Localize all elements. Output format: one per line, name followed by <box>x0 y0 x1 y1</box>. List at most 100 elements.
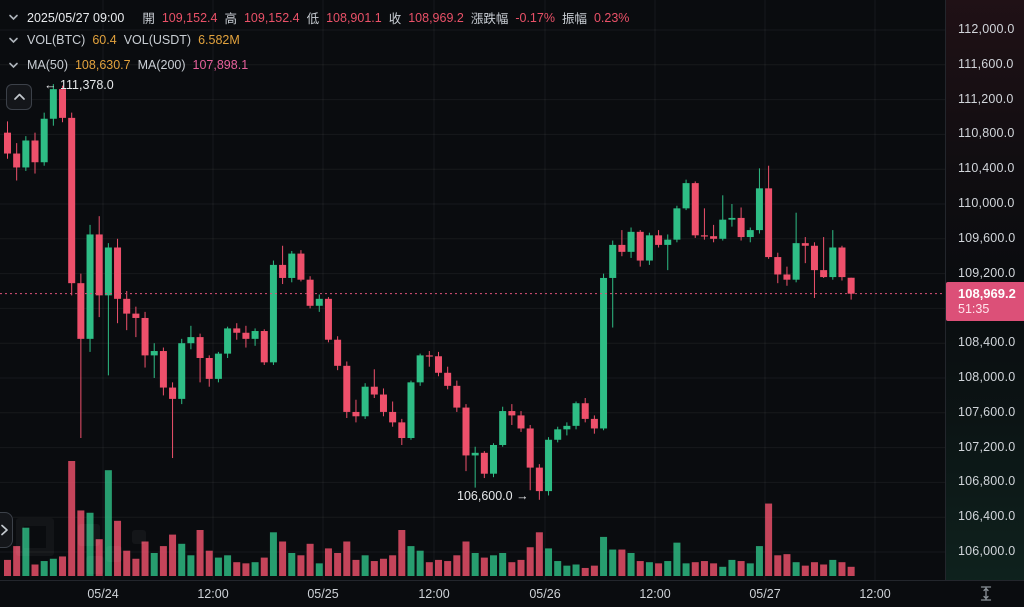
change-label: 漲跌幅 <box>470 12 509 26</box>
candle-body <box>242 332 250 339</box>
volume-bar <box>682 563 690 576</box>
volume-bar <box>242 563 250 576</box>
low-value: 108,901.1 <box>326 10 382 25</box>
price-scale-icon[interactable] <box>978 585 994 607</box>
volume-bar <box>352 559 360 576</box>
candle-body <box>581 403 589 419</box>
price-axis[interactable]: 112,000.0 111,600.0 111,200.0 110,800.0 110,… <box>945 0 1024 580</box>
chevron-down-icon[interactable] <box>8 61 19 70</box>
time-axis-label: 12:00 <box>197 587 229 601</box>
candle-body <box>49 89 57 119</box>
volume-bar <box>829 559 837 576</box>
candle-body <box>306 279 314 306</box>
candle-body <box>104 247 112 296</box>
volume-bar <box>288 553 296 576</box>
candle-body <box>829 247 837 278</box>
price-axis-label: 112,000.0 <box>958 22 1015 36</box>
time-axis-label: 05/25 <box>307 587 339 601</box>
price-axis-label: 108,000.0 <box>958 370 1016 384</box>
chevron-down-icon[interactable] <box>8 13 19 22</box>
candle-body <box>590 418 598 429</box>
price-axis-label: 110,800.0 <box>958 126 1015 141</box>
candle-body <box>471 452 479 456</box>
volume-bar <box>40 561 48 576</box>
volume-bar <box>746 563 754 576</box>
volume-bar <box>508 562 516 576</box>
candle-body <box>352 411 360 417</box>
volume-bar <box>847 566 855 576</box>
volume-bar <box>563 565 571 576</box>
volume-bar <box>86 512 94 576</box>
volume-bar <box>480 557 488 576</box>
volume-bar <box>444 561 452 576</box>
volume-bar <box>389 555 397 576</box>
volume-bar <box>737 561 745 576</box>
candle-body <box>379 394 387 412</box>
time-axis-label: 05/26 <box>529 587 561 601</box>
candle-body <box>233 328 241 333</box>
candle-body <box>728 217 736 220</box>
volume-bar <box>755 546 763 576</box>
volume-bar <box>554 561 562 576</box>
volume-bar <box>123 550 131 576</box>
candle-body <box>554 429 562 440</box>
volume-bar <box>297 555 305 576</box>
candle-body <box>563 425 571 430</box>
candle-body <box>526 428 534 468</box>
candle-body <box>655 235 663 245</box>
volume-bar <box>838 562 846 576</box>
candle-body <box>324 298 332 340</box>
volume-bar <box>810 562 818 576</box>
candle-body <box>95 234 103 296</box>
volume-bar <box>581 567 589 576</box>
open-value: 109,152.4 <box>161 10 218 25</box>
volume-bar <box>49 558 57 576</box>
chevron-down-icon[interactable] <box>8 36 19 45</box>
candle-body <box>765 188 773 258</box>
candle-body <box>68 117 76 284</box>
candle-body <box>4 132 11 154</box>
candle-body <box>737 217 745 238</box>
candle-body <box>288 253 296 278</box>
vol-usdt-label: VOL(USDT) <box>123 33 192 47</box>
candle-body <box>710 236 718 239</box>
volume-bar <box>279 541 287 576</box>
volume-bar <box>407 546 415 576</box>
candle-body <box>453 385 461 408</box>
volume-bar <box>728 559 736 576</box>
volume-bar <box>361 555 369 576</box>
volume-bar <box>68 461 76 576</box>
candle-body <box>691 183 699 236</box>
volume-bar <box>59 556 67 576</box>
candle-body <box>389 411 397 423</box>
volume-bar <box>801 565 809 576</box>
candle-body <box>499 411 507 445</box>
vol-usdt-value: 6.582M <box>198 33 240 47</box>
volume-bar <box>379 558 387 576</box>
price-axis-label: 109,600.0 <box>958 230 1016 245</box>
ohlc-legend-row: 2025/05/27 09:00 開 109,152.4 高 109,152.4… <box>8 8 629 27</box>
volume-bar <box>343 541 351 576</box>
volume-bar <box>655 563 663 576</box>
candle-body <box>618 244 626 252</box>
collapse-legend-button[interactable] <box>6 84 32 110</box>
candle-body <box>508 411 516 416</box>
volume-bar <box>169 534 177 576</box>
time-axis[interactable]: 05/24 12:00 05/25 12:00 05/26 12:00 05/27 12:00 <box>0 580 1024 607</box>
candle-body <box>517 415 525 429</box>
volume-bar <box>104 470 112 576</box>
volume-bar <box>618 549 626 576</box>
candle-body <box>627 231 635 252</box>
candle-body <box>664 239 672 245</box>
volume-bar <box>214 557 222 576</box>
volume-bar <box>22 527 30 576</box>
volume-bar <box>260 557 268 576</box>
expand-panel-button[interactable] <box>0 512 13 548</box>
candle-body <box>682 183 690 209</box>
candle-body <box>535 467 543 492</box>
candle-body <box>315 298 323 306</box>
candle-body <box>214 353 222 379</box>
chevron-right-icon <box>1 524 8 536</box>
